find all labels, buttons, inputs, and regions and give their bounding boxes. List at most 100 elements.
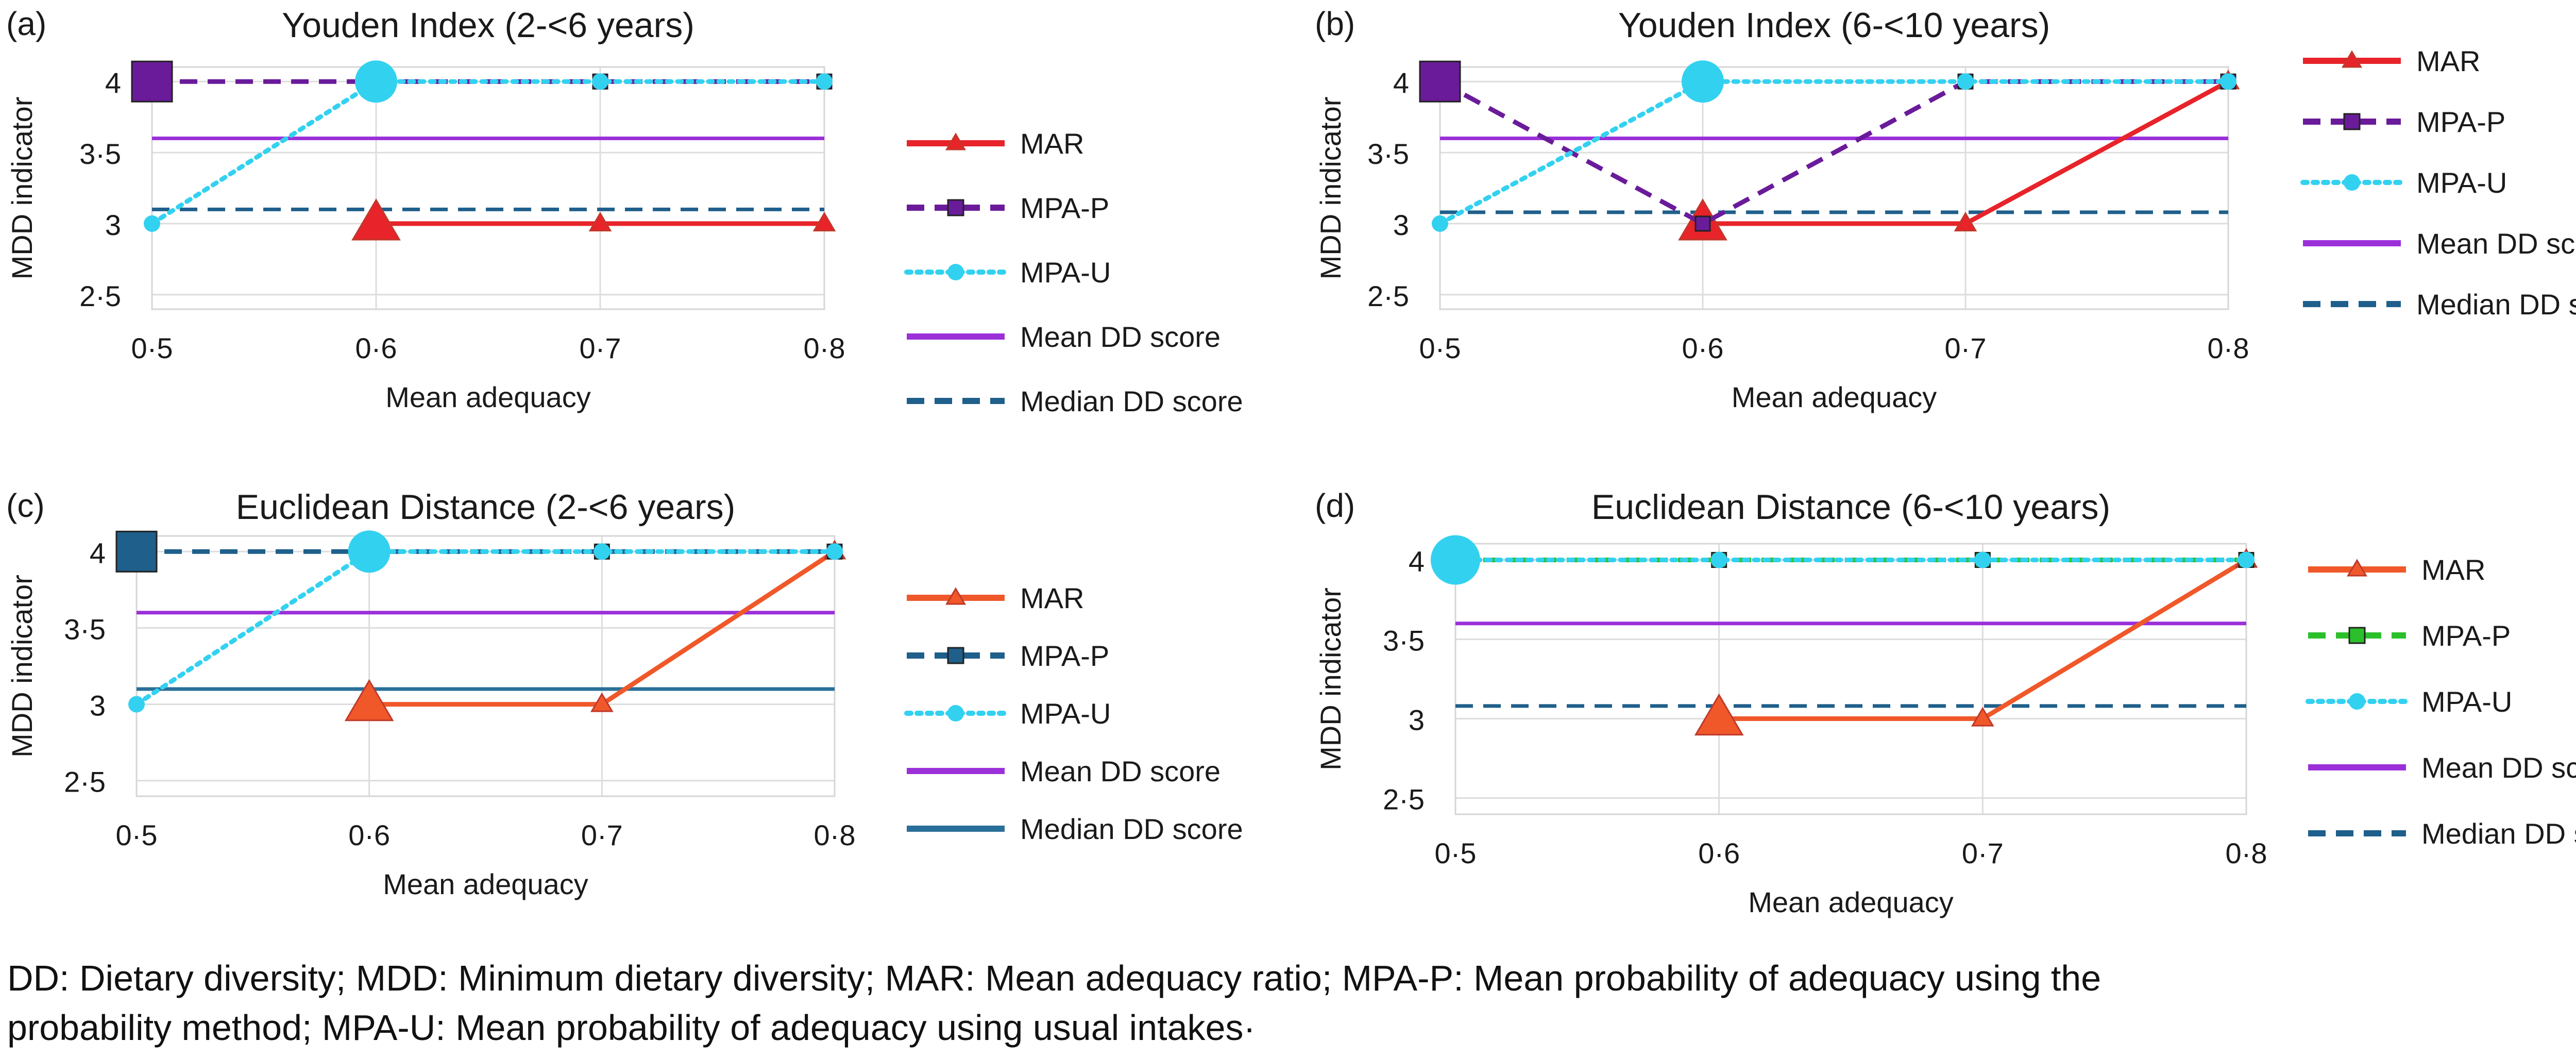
x-tick-label: 0·8 <box>804 332 845 364</box>
figure-panels: (a) Youden Index (2-<6 years) 2·5 3 3·5 4 0·5 0… <box>6 5 2576 918</box>
data-point-mar <box>344 679 394 722</box>
data-point-mpa-p <box>1419 60 1461 103</box>
x-tick-label: 0·7 <box>1962 837 2004 869</box>
data-point-mar <box>1954 211 1977 231</box>
y-tick-label: 4 <box>90 536 106 569</box>
y-tick-label: 3·5 <box>64 613 106 645</box>
x-axis-label: Mean adequacy <box>1732 381 1937 413</box>
x-axis-label: Mean adequacy <box>1748 886 1954 918</box>
data-point-mpa-u <box>2238 551 2255 568</box>
legend-label: Median DD score <box>1020 385 1243 417</box>
chart-panel-d: (d) Euclidean Distance (6-<10 years) 2·5 3 3… <box>1314 487 2576 918</box>
y-tick-label: 3·5 <box>1367 138 1409 170</box>
legend-marker <box>2341 50 2363 68</box>
y-axis-label: MDD indicator <box>6 575 38 758</box>
panel-label: (d) <box>1315 487 1355 524</box>
data-point-mpa-u <box>1682 60 1724 103</box>
y-tick-label: 2·5 <box>79 280 121 312</box>
series-line-mpa-u <box>149 79 827 226</box>
x-tick-label: 0·5 <box>116 819 158 851</box>
x-tick-label: 0·6 <box>1682 332 1724 364</box>
data-point-mar <box>1694 693 1744 736</box>
y-tick-label: 3·5 <box>79 138 121 170</box>
x-tick-label: 0·5 <box>131 332 173 364</box>
y-tick-label: 4 <box>1393 66 1409 99</box>
legend-marker <box>2348 627 2366 644</box>
data-point-mpa-u <box>1710 551 1727 568</box>
plot-area-border <box>135 535 836 797</box>
data-point-mpa-u <box>355 60 397 103</box>
x-tick-label: 0·5 <box>1419 332 1461 364</box>
x-tick-label: 0·6 <box>1698 837 1740 869</box>
chart-panel-c: (c) Euclidean Distance (2-<6 years) 2·5 3 3·… <box>6 487 1243 900</box>
legend-label: MPA-U <box>1020 697 1111 730</box>
legend-label: MPA-P <box>2421 619 2511 652</box>
series-line-mpa-u <box>1437 79 2231 226</box>
legend-marker <box>2344 174 2360 191</box>
y-tick-label: 2·5 <box>1383 783 1425 816</box>
panel-label: (a) <box>6 5 46 42</box>
legend-label: Mean DD score <box>2416 227 2576 260</box>
y-tick-label: 3 <box>105 209 121 241</box>
y-tick-label: 4 <box>105 66 121 99</box>
data-point-mpa-u <box>348 530 391 573</box>
legend-label: Mean DD score <box>1020 755 1221 787</box>
legend-marker <box>2346 559 2368 577</box>
data-point-mar <box>590 692 614 712</box>
legend-marker <box>2349 693 2365 710</box>
legend-label: MAR <box>2421 553 2485 586</box>
data-point-mpa-u <box>144 215 160 232</box>
series-line-mpa-u <box>134 549 837 707</box>
x-tick-label: 0·6 <box>348 819 390 851</box>
x-axis-label: Mean adequacy <box>385 381 591 413</box>
panel-label: (c) <box>6 487 45 524</box>
legend-label: Median DD score <box>2416 288 2576 321</box>
data-point-mpa-u <box>1432 215 1448 232</box>
y-tick-label: 3·5 <box>1383 625 1425 657</box>
legend-label: Median DD score <box>1020 813 1243 845</box>
y-tick-label: 3 <box>1393 209 1409 241</box>
data-point-mar <box>588 211 612 231</box>
data-point-mpa-p <box>1694 215 1711 232</box>
data-point-mpa-p <box>131 60 173 103</box>
x-tick-label: 0·8 <box>2208 332 2249 364</box>
x-tick-label: 0·7 <box>581 819 623 851</box>
x-tick-label: 0·7 <box>580 332 621 364</box>
chart-panel-a: (a) Youden Index (2-<6 years) 2·5 3 3·5 4 0·5 0… <box>6 5 1243 417</box>
data-point-mpa-u <box>1974 551 1991 568</box>
x-axis-label: Mean adequacy <box>383 868 588 900</box>
legend-marker <box>947 647 964 664</box>
data-point-mpa-u <box>826 543 843 560</box>
legend-label: MAR <box>2416 45 2480 77</box>
legend-label: MPA-U <box>2421 685 2512 718</box>
data-point-mpa-u <box>816 73 833 90</box>
legend-label: MAR <box>1020 582 1084 614</box>
data-point-mar <box>812 211 836 231</box>
panel-title: Euclidean Distance (6-<10 years) <box>1591 488 2110 527</box>
plot-area-border <box>151 66 825 310</box>
x-tick-label: 0·5 <box>1435 837 1477 869</box>
data-point-mar <box>1971 707 1994 727</box>
legend-label: MPA-P <box>1020 640 1109 672</box>
data-point-mpa-u <box>1431 535 1480 585</box>
caption-line-1: DD: Dietary diversity; MDD: Minimum diet… <box>7 958 2102 998</box>
legend-marker <box>2343 113 2361 130</box>
y-tick-label: 3 <box>90 690 106 722</box>
x-tick-label: 0·8 <box>814 819 856 851</box>
figure-caption: DD: Dietary diversity; MDD: Minimum diet… <box>7 953 2576 1052</box>
x-tick-label: 0·6 <box>355 332 397 364</box>
legend-marker <box>947 199 964 216</box>
panel-label: (b) <box>1315 5 1355 42</box>
y-tick-label: 4 <box>1409 545 1425 578</box>
x-tick-label: 0·7 <box>1945 332 1987 364</box>
data-point-mpa-u <box>594 543 611 560</box>
caption-line-2: probability method; MPA-U: Mean probabil… <box>7 1008 1256 1048</box>
y-tick-label: 2·5 <box>1367 280 1409 312</box>
legend-label: MAR <box>1020 127 1084 160</box>
data-point-mpa-u <box>2220 73 2236 90</box>
legend-label: Mean DD score <box>1020 321 1221 353</box>
legend-marker <box>945 132 967 150</box>
legend-label: Median DD score <box>2421 817 2576 850</box>
plot-area-border <box>1439 66 2229 310</box>
data-point-mpa-p <box>115 530 158 573</box>
